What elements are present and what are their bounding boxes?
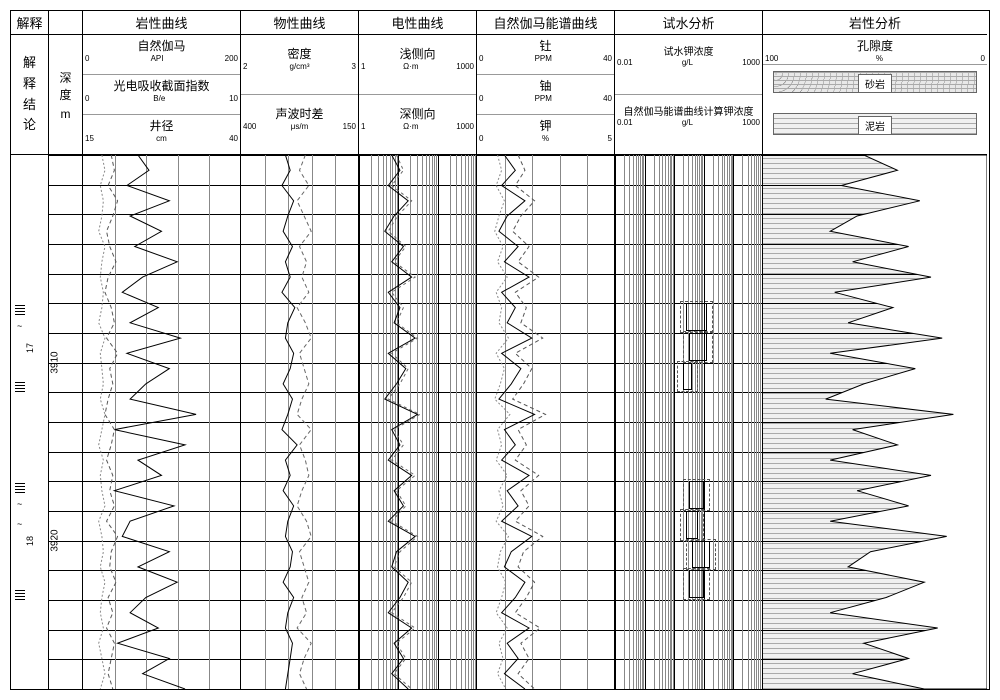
sub-header: 孔隙度100%0砂岩泥岩 xyxy=(763,35,987,155)
col-header: 解释 xyxy=(11,11,48,35)
column-lith_curve: 岩性曲线自然伽马0API200光电吸收截面指数0B/e10井径15cm40 xyxy=(83,11,241,689)
sub-header: 试水钾浓度0.01g/L1000自然伽马能谱曲线计算钾浓度0.01g/L1000 xyxy=(615,35,762,155)
track-body: 39103920 xyxy=(49,155,82,689)
column-elec_curve: 电性曲线浅侧向1Ω·m1000深侧向1Ω·m1000 xyxy=(359,11,477,689)
column-depth: 深度m39103920 xyxy=(49,11,83,689)
col-header: 物性曲线 xyxy=(241,11,358,35)
sub-header: 钍0PPM40铀0PPM40钾0%5 xyxy=(477,35,614,155)
col-header: 试水分析 xyxy=(615,11,762,35)
track-body xyxy=(83,155,240,689)
sub-header: 浅侧向1Ω·m1000深侧向1Ω·m1000 xyxy=(359,35,476,155)
col-header xyxy=(49,11,82,35)
sub-header: 密度2g/cm³3声波时差400μs/m150 xyxy=(241,35,358,155)
col-header: 电性曲线 xyxy=(359,11,476,35)
column-lith_anal: 岩性分析孔隙度100%0砂岩泥岩 xyxy=(763,11,987,689)
column-water_test: 试水分析试水钾浓度0.01g/L1000自然伽马能谱曲线计算钾浓度0.01g/L… xyxy=(615,11,763,689)
track-body xyxy=(477,155,614,689)
track-body xyxy=(241,155,358,689)
track-body xyxy=(615,155,762,689)
col-header: 岩性分析 xyxy=(763,11,987,35)
track-body: 17~18~~ xyxy=(11,155,48,689)
column-interp: 解释解释结论17~18~~ xyxy=(11,11,49,689)
column-phys_curve: 物性曲线密度2g/cm³3声波时差400μs/m150 xyxy=(241,11,359,689)
track-body xyxy=(359,155,476,689)
col-header: 自然伽马能谱曲线 xyxy=(477,11,614,35)
column-spec_curve: 自然伽马能谱曲线钍0PPM40铀0PPM40钾0%5 xyxy=(477,11,615,689)
col-header: 岩性曲线 xyxy=(83,11,240,35)
sub-header: 解释结论 xyxy=(11,35,48,155)
track-body xyxy=(763,155,987,689)
sub-header: 深度m xyxy=(49,35,82,155)
sub-header: 自然伽马0API200光电吸收截面指数0B/e10井径15cm40 xyxy=(83,35,240,155)
